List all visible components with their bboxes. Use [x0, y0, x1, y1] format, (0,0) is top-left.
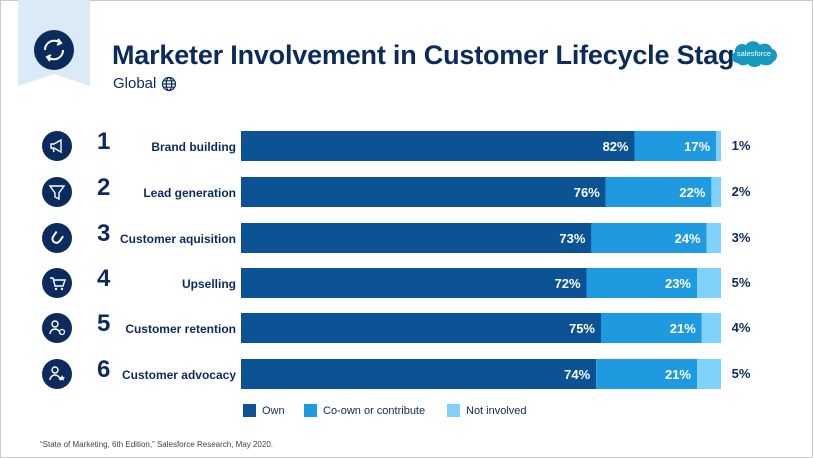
bar-value-label: 76% [574, 185, 600, 200]
not-involved-value-label: 5% [731, 366, 751, 381]
row-label: Brand building [151, 140, 236, 154]
row-rank: 2 [97, 174, 111, 201]
bar-value-label: 23% [665, 276, 691, 291]
globe-icon [162, 76, 177, 91]
bar-own [241, 223, 592, 253]
bar-coown [605, 177, 712, 207]
user-refresh-icon [42, 313, 72, 343]
bar-value-label: 72% [555, 276, 581, 291]
legend-item-own: Own [243, 404, 285, 417]
row-rank: 4 [97, 265, 111, 292]
magnet-icon [42, 223, 72, 253]
megaphone-icon [42, 131, 72, 161]
header-badge [18, 0, 90, 86]
bar-not-involved [711, 177, 721, 207]
bar-not-involved [697, 268, 721, 298]
row-label: Customer retention [125, 322, 236, 336]
bar-value-label: 21% [665, 367, 691, 382]
bar-value-label: 21% [670, 321, 696, 336]
legend-item-coown: Co-own or contribute [304, 404, 425, 417]
bar-coown [596, 359, 697, 389]
bar-value-label: 75% [569, 321, 595, 336]
bar-value-label: 74% [564, 367, 590, 382]
user-star-icon [42, 359, 72, 389]
refresh-icon [43, 38, 65, 62]
bar-value-label: 22% [679, 185, 705, 200]
legend-label-coown: Co-own or contribute [323, 404, 426, 417]
bar-coown [586, 268, 697, 298]
not-involved-value-label: 1% [731, 138, 751, 153]
bar-own [241, 268, 587, 298]
logo-text: salesforce [737, 49, 771, 58]
row-rank: 1 [97, 128, 111, 155]
subtitle-text: Global [113, 75, 157, 92]
bar-coown [634, 131, 717, 161]
cart-icon [42, 268, 72, 298]
funnel-icon [42, 177, 72, 207]
bar-coown [591, 223, 707, 253]
bar-not-involved [701, 313, 721, 343]
row-label: Customer advocacy [121, 368, 236, 382]
page-title: Marketer Involvement in Customer Lifecyc… [112, 40, 750, 70]
bar-value-label: 73% [559, 231, 585, 246]
page-subtitle: Global [113, 75, 177, 92]
legend-swatch-coown [304, 404, 317, 417]
not-involved-value-label: 5% [731, 275, 751, 290]
bar-value-label: 24% [675, 231, 701, 246]
bar-not-involved [697, 359, 721, 389]
not-involved-value-label: 4% [731, 320, 751, 335]
salesforce-logo: salesforce [731, 41, 778, 67]
row-label: Upselling [181, 277, 236, 291]
row-rank: 3 [97, 220, 111, 247]
bar-own [241, 177, 606, 207]
row-label: Customer aquisition [119, 232, 236, 246]
source-citation: “State of Marketing, 6th Edition,” Sales… [40, 440, 274, 449]
row-rank: 5 [97, 310, 111, 337]
bar-not-involved [716, 131, 721, 161]
legend-label-own: Own [262, 404, 285, 417]
legend-item-not-involved: Not involved [447, 404, 527, 417]
bar-not-involved [706, 223, 721, 253]
row-rank: 6 [97, 356, 111, 383]
legend-swatch-not-involved [447, 404, 460, 417]
not-involved-value-label: 3% [731, 230, 751, 245]
legend-label-not-involved: Not involved [466, 404, 527, 417]
bar-coown [601, 313, 702, 343]
bar-own [241, 359, 597, 389]
bar-own [241, 313, 601, 343]
row-label: Lead generation [143, 186, 236, 200]
bar-value-label: 82% [603, 139, 629, 154]
legend-swatch-own [243, 404, 256, 417]
bar-value-label: 17% [684, 139, 710, 154]
not-involved-value-label: 2% [731, 184, 751, 199]
bar-own [241, 131, 635, 161]
